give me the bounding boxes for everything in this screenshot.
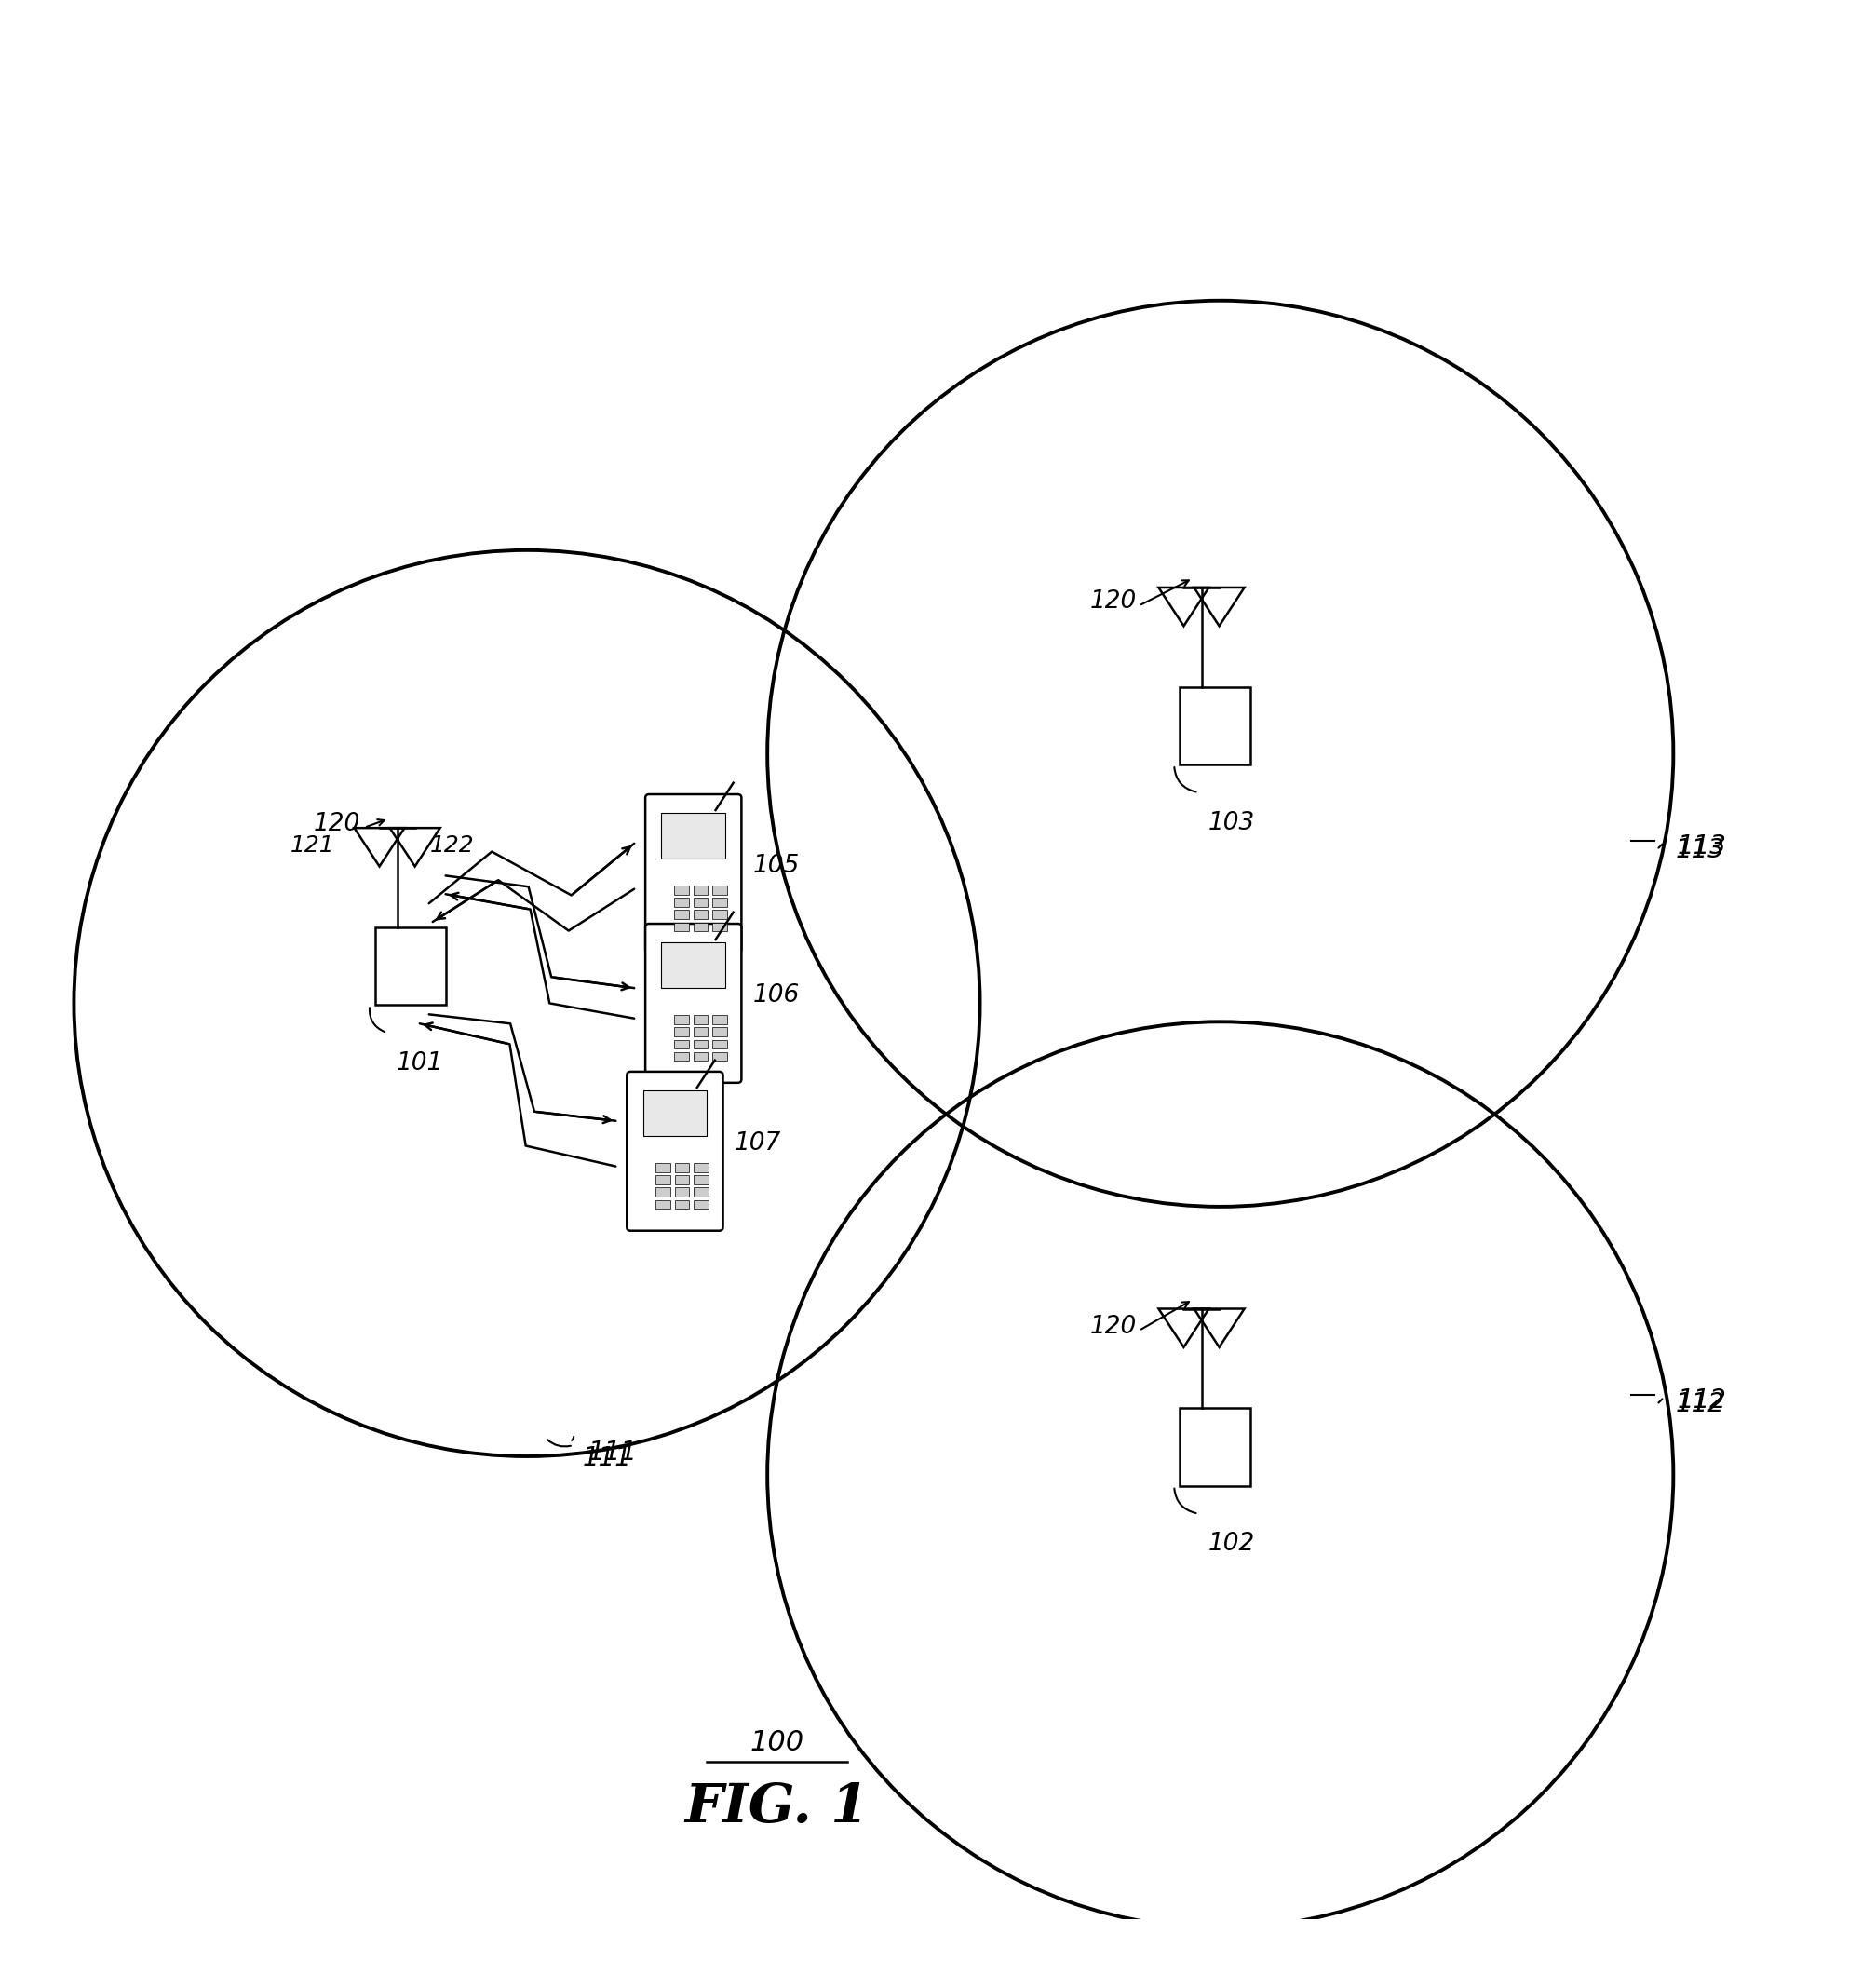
Bar [675, 1187, 690, 1197]
Bar [662, 942, 725, 988]
Bar [675, 887, 688, 895]
Text: 120: 120 [1091, 590, 1137, 614]
Bar [675, 899, 688, 907]
Text: 120: 120 [1091, 1314, 1137, 1340]
Bar [675, 922, 688, 932]
Text: 113: 113 [1677, 833, 1727, 859]
Text: 101: 101 [396, 1052, 444, 1076]
Bar [693, 1163, 708, 1173]
Bar [712, 1028, 727, 1036]
Bar [1180, 1408, 1250, 1485]
Bar [656, 1163, 669, 1173]
Bar [693, 1052, 708, 1062]
Bar [712, 922, 727, 932]
FancyBboxPatch shape [645, 924, 741, 1083]
Bar [712, 899, 727, 907]
Bar [662, 813, 725, 859]
Bar [712, 1052, 727, 1062]
Bar [675, 1040, 688, 1048]
Bar [693, 1201, 708, 1209]
Bar [675, 1175, 690, 1185]
FancyBboxPatch shape [645, 795, 741, 954]
Text: FIG. 1: FIG. 1 [684, 1781, 869, 1835]
Text: 103: 103 [1207, 811, 1255, 835]
Bar [693, 1028, 708, 1036]
Bar [693, 887, 708, 895]
Bar [712, 887, 727, 895]
Bar [675, 1016, 688, 1024]
Text: 102: 102 [1207, 1533, 1255, 1557]
Bar [712, 1040, 727, 1048]
Bar [675, 1052, 688, 1062]
Bar [1180, 688, 1250, 765]
Bar [643, 1091, 706, 1135]
Text: 107: 107 [734, 1131, 780, 1155]
Text: 111: 111 [582, 1445, 632, 1471]
Bar [375, 928, 446, 1006]
Text: 120: 120 [314, 811, 361, 837]
Bar [693, 911, 708, 918]
Bar [656, 1201, 669, 1209]
Bar [712, 1016, 727, 1024]
Text: 112: 112 [1675, 1392, 1725, 1417]
Text: 122: 122 [429, 835, 473, 857]
Bar [693, 1016, 708, 1024]
Bar [656, 1175, 669, 1185]
Text: 105: 105 [753, 855, 799, 879]
Bar [675, 911, 688, 918]
Bar [712, 911, 727, 918]
Bar [675, 1163, 690, 1173]
Bar [693, 899, 708, 907]
Text: 113: 113 [1675, 837, 1725, 863]
Bar [656, 1187, 669, 1197]
Bar [693, 922, 708, 932]
Bar [675, 1028, 688, 1036]
Bar [675, 1201, 690, 1209]
Text: 112: 112 [1677, 1388, 1727, 1413]
Text: 121: 121 [290, 835, 335, 857]
FancyBboxPatch shape [627, 1072, 723, 1231]
Bar [693, 1040, 708, 1048]
Text: 111: 111 [588, 1439, 638, 1465]
Bar [693, 1175, 708, 1185]
Text: 106: 106 [753, 984, 799, 1008]
Bar [693, 1187, 708, 1197]
Text: 100: 100 [749, 1730, 804, 1757]
